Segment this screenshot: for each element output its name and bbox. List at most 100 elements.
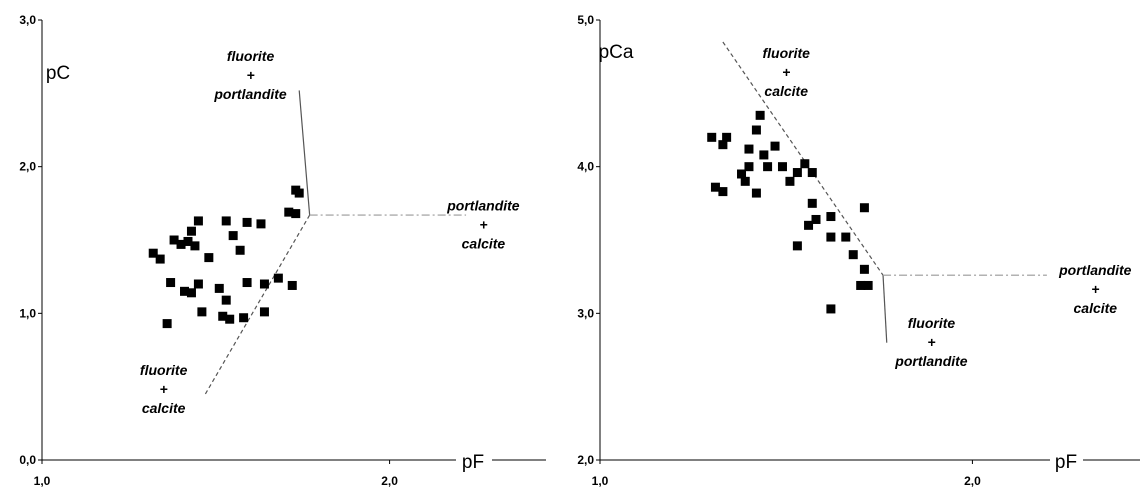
data-point — [190, 241, 200, 251]
data-point — [155, 254, 165, 264]
data-point — [214, 283, 224, 293]
y-tick-label: 5,0 — [577, 13, 594, 27]
boundary-line-solid — [298, 90, 311, 216]
data-point — [859, 203, 869, 213]
data-point — [751, 125, 761, 135]
y-tick-label: 3,0 — [19, 13, 36, 27]
data-point — [718, 140, 728, 150]
y-tick-label: 0,0 — [19, 453, 36, 467]
region-label-line: calcite — [1074, 300, 1118, 316]
x-tick-label: 2,0 — [381, 474, 398, 488]
data-point — [294, 188, 304, 198]
data-point — [284, 207, 294, 217]
region-label-line: + — [246, 67, 254, 83]
data-point — [744, 144, 754, 154]
region-label-line: fluorite — [140, 362, 188, 378]
region-label-line: calcite — [142, 400, 186, 416]
data-point — [221, 295, 231, 305]
data-point — [186, 288, 196, 298]
data-point — [800, 159, 810, 169]
x-tick-label: 1,0 — [592, 474, 609, 488]
data-point — [193, 216, 203, 226]
data-point — [291, 209, 301, 219]
data-point — [242, 217, 252, 227]
region-label: fluorite + portlandite — [894, 315, 968, 369]
data-point — [785, 176, 795, 186]
data-point — [148, 248, 158, 258]
y-tick-label: 2,0 — [577, 453, 594, 467]
x-axis-label: pF — [462, 452, 484, 473]
data-point — [710, 182, 720, 192]
data-point — [221, 216, 231, 226]
data-point — [707, 132, 717, 142]
data-point — [792, 241, 802, 251]
data-point — [751, 188, 761, 198]
data-point — [239, 313, 249, 323]
data-point — [863, 280, 873, 290]
data-point — [718, 187, 728, 197]
data-point — [770, 141, 780, 151]
region-label-line: portlandite — [1058, 262, 1132, 278]
y-axis-label: pCa — [599, 42, 634, 63]
region-label: portlandite + calcite — [446, 198, 520, 252]
data-point — [807, 168, 817, 178]
boundary-line-solid — [882, 275, 888, 343]
x-tick-label: 2,0 — [964, 474, 981, 488]
data-point — [197, 307, 207, 317]
region-label: fluorite + calcite — [762, 45, 810, 99]
x-tick-label: 1,0 — [34, 474, 51, 488]
region-label-line: fluorite — [762, 45, 810, 61]
region-label-line: calcite — [462, 236, 506, 252]
data-point — [744, 162, 754, 172]
data-point — [166, 278, 176, 288]
data-point — [235, 245, 245, 255]
data-point — [176, 239, 186, 249]
data-point — [204, 253, 214, 263]
data-point — [826, 304, 836, 314]
data-point — [755, 110, 765, 120]
region-label-line: + — [1091, 281, 1099, 297]
data-point — [287, 280, 297, 290]
data-point — [722, 132, 732, 142]
data-point — [193, 279, 203, 289]
region-label-line: + — [160, 381, 168, 397]
data-point — [763, 162, 773, 172]
region-label-line: portlandite — [446, 198, 520, 214]
data-point — [259, 279, 269, 289]
data-point — [259, 307, 269, 317]
x-axis-label: pF — [1055, 452, 1077, 473]
data-point — [242, 278, 252, 288]
data-point — [737, 169, 747, 179]
data-point — [848, 250, 858, 260]
region-label: fluorite + calcite — [140, 362, 188, 416]
data-point — [826, 232, 836, 242]
chart-panel-1: 0,0 1,0 2,0 3,0 1,0 2,0 pC pF fluorite + portlandi… — [19, 13, 546, 488]
region-label-line: fluorite — [227, 48, 275, 64]
y-tick-label: 2,0 — [19, 160, 36, 174]
y-tick-label: 4,0 — [577, 160, 594, 174]
data-point — [180, 286, 190, 296]
data-point — [811, 214, 821, 224]
y-tick-label: 3,0 — [577, 306, 594, 320]
data-point — [169, 235, 179, 245]
data-point — [777, 162, 787, 172]
region-label: fluorite + portlandite — [213, 48, 287, 102]
region-label-line: calcite — [764, 83, 808, 99]
data-point — [859, 264, 869, 274]
data-point — [759, 150, 769, 160]
data-point — [804, 220, 814, 230]
y-axis-label: pC — [46, 63, 70, 84]
y-tick-label: 1,0 — [19, 306, 36, 320]
region-label-line: fluorite — [908, 315, 956, 331]
region-label: portlandite + calcite — [1058, 262, 1132, 316]
data-point — [826, 212, 836, 222]
region-label-line: + — [782, 64, 790, 80]
data-point — [228, 231, 238, 241]
data-point — [186, 226, 196, 236]
data-point — [792, 168, 802, 178]
data-point — [856, 280, 866, 290]
data-point — [273, 273, 283, 283]
data-point — [256, 219, 266, 229]
